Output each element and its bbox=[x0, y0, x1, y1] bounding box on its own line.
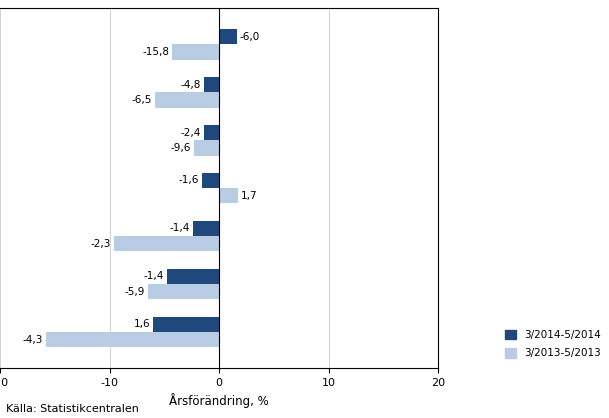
Text: Källa: Statistikcentralen: Källa: Statistikcentralen bbox=[6, 404, 139, 414]
Text: -2,4: -2,4 bbox=[181, 127, 201, 138]
Bar bbox=[172, 44, 219, 60]
Text: -9,6: -9,6 bbox=[171, 143, 191, 153]
Bar bbox=[202, 173, 219, 188]
Bar bbox=[219, 188, 238, 204]
Text: -1,6: -1,6 bbox=[178, 176, 199, 186]
Bar bbox=[204, 125, 219, 140]
Text: -6,5: -6,5 bbox=[132, 95, 152, 105]
Bar bbox=[153, 316, 219, 332]
Bar bbox=[114, 236, 219, 251]
Text: -5,9: -5,9 bbox=[125, 287, 145, 297]
Text: -6,0: -6,0 bbox=[239, 32, 260, 42]
Bar bbox=[204, 77, 219, 92]
Legend: 3/2014-5/2014, 3/2013-5/2013: 3/2014-5/2014, 3/2013-5/2013 bbox=[505, 330, 600, 359]
Bar bbox=[219, 29, 237, 44]
Text: -1,4: -1,4 bbox=[144, 271, 164, 281]
Text: 1,7: 1,7 bbox=[241, 191, 257, 201]
Text: 1,6: 1,6 bbox=[134, 319, 150, 329]
X-axis label: Årsförändring, %: Årsförändring, % bbox=[169, 393, 269, 408]
Bar bbox=[194, 140, 219, 155]
Bar bbox=[193, 221, 219, 236]
Bar bbox=[148, 284, 219, 299]
Text: -4,3: -4,3 bbox=[23, 334, 43, 344]
Text: -4,8: -4,8 bbox=[181, 79, 201, 89]
Text: -2,3: -2,3 bbox=[91, 239, 111, 249]
Bar bbox=[155, 92, 219, 107]
Bar bbox=[167, 269, 219, 284]
Text: -1,4: -1,4 bbox=[170, 223, 190, 233]
Text: -15,8: -15,8 bbox=[143, 47, 169, 57]
Bar bbox=[46, 332, 219, 347]
